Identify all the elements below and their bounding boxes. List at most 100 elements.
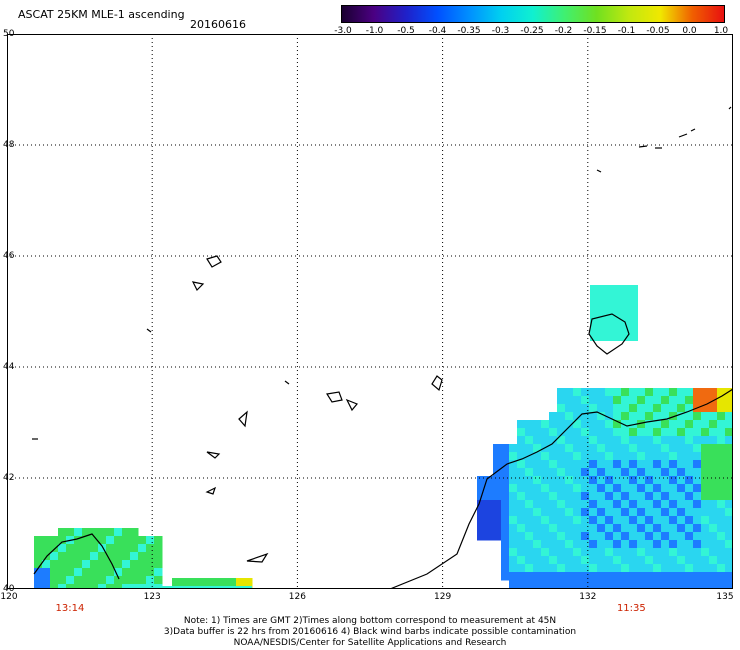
- swath-pixel-east: [517, 580, 526, 589]
- swath-pixel-east: [509, 556, 518, 565]
- swath-pixel-east: [669, 556, 678, 565]
- swath-pixel-east: [693, 492, 702, 501]
- swath-pixel-east: [669, 428, 678, 437]
- swath-pixel-east: [677, 396, 686, 405]
- swath-pixel-east: [533, 420, 542, 429]
- swath-pixel-east: [669, 468, 678, 477]
- swath-pixel-east: [661, 428, 670, 437]
- swath-pixel-east: [717, 572, 726, 581]
- swath-pixel-east: [621, 516, 630, 525]
- swath-pixel-west: [74, 552, 83, 561]
- swath-pixel-east: [621, 572, 630, 581]
- swath-pixel-east: [509, 548, 518, 557]
- swath-pixel-west: [34, 552, 43, 561]
- swath-pixel-east: [509, 508, 518, 517]
- swath-pixel-east: [549, 476, 558, 485]
- swath-pixel-east: [581, 444, 590, 453]
- swath-pixel-west: [82, 544, 91, 553]
- swath-pixel-east: [509, 532, 518, 541]
- swath-pixel-west: [98, 576, 107, 585]
- swath-pixel-east: [517, 548, 526, 557]
- swath-pixel-east: [669, 388, 678, 397]
- swath-pixel-east: [661, 500, 670, 509]
- swath-pixel-east: [525, 540, 534, 549]
- color-scale-tick: 0.0: [682, 26, 697, 36]
- swath-pixel-east: [685, 548, 694, 557]
- swath-pixel-east: [557, 540, 566, 549]
- swath-pixel-east: [701, 492, 710, 501]
- swath-pixel-east: [493, 532, 502, 541]
- swath-pixel-east: [509, 564, 518, 573]
- swath-pixel-east: [661, 572, 670, 581]
- swath-pixel-east: [701, 412, 710, 421]
- swath-pixel-east: [661, 452, 670, 461]
- swath-pixel-east: [693, 540, 702, 549]
- swath-pixel-east: [677, 460, 686, 469]
- color-scale-tick: -0.5: [397, 26, 415, 36]
- swath-pixel-east: [605, 532, 614, 541]
- swath-pixel-east: [565, 460, 574, 469]
- swath-pixel-east: [557, 524, 566, 533]
- swath-pixel-east: [573, 524, 582, 533]
- swath-pixel-east: [605, 556, 614, 565]
- swath-pixel-east: [533, 484, 542, 493]
- swath-pixel-west: [98, 536, 107, 545]
- swath-pixel-east: [621, 428, 630, 437]
- swath-pixel-east: [605, 404, 614, 413]
- swath-pixel-east: [533, 452, 542, 461]
- swath-pixel-west: [34, 584, 43, 589]
- swath-pixel-east: [597, 580, 606, 589]
- swath-pixel-east: [613, 492, 622, 501]
- swath-pixel-east: [693, 532, 702, 541]
- swath-pixel-west: [66, 552, 75, 561]
- swath-pixel-east: [637, 580, 646, 589]
- swath-pixel-east: [645, 548, 654, 557]
- swath-pixel-east: [573, 500, 582, 509]
- swath-pixel-east: [525, 476, 534, 485]
- swath-pixel-east: [717, 412, 726, 421]
- swath-pixel-east: [501, 476, 510, 485]
- swath-pixel-east: [717, 460, 726, 469]
- swath-pixel-west: [154, 536, 163, 545]
- swath-pixel-east: [613, 548, 622, 557]
- swath-pixel-east: [605, 388, 614, 397]
- swath-pixel-east: [557, 564, 566, 573]
- swath-pixel-west: [98, 568, 107, 577]
- swath-pixel-east: [493, 516, 502, 525]
- swath-pixel-east: [629, 404, 638, 413]
- swath-pixel-west: [146, 560, 155, 569]
- swath-pixel-east: [533, 548, 542, 557]
- map-canvas: [7, 34, 733, 589]
- swath-pixel-east: [645, 444, 654, 453]
- swath-pixel-east: [581, 580, 590, 589]
- swath-pixel-east: [517, 436, 526, 445]
- swath-pixel-east: [557, 460, 566, 469]
- swath-pixel-east: [597, 428, 606, 437]
- swath-pixel-east: [501, 460, 510, 469]
- swath-pixel-west: [106, 576, 115, 585]
- swath-pixel-east: [629, 468, 638, 477]
- swath-pixel-east: [693, 556, 702, 565]
- swath-pixel-east: [725, 492, 733, 501]
- swath-pixel-east: [509, 444, 518, 453]
- swath-pixel-east: [677, 476, 686, 485]
- swath-pixel-east: [549, 572, 558, 581]
- swath-pixel-east: [685, 412, 694, 421]
- swath-pixel-east: [645, 516, 654, 525]
- swath-pixel-east: [709, 508, 718, 517]
- swath-pixel-east: [717, 428, 726, 437]
- swath-pixel-east: [685, 436, 694, 445]
- swath-pixel-east: [525, 484, 534, 493]
- swath-pixel-east: [717, 484, 726, 493]
- swath-pixel-east: [557, 580, 566, 589]
- swath-pixel-west: [130, 568, 139, 577]
- swath-pixel-east: [581, 396, 590, 405]
- swath-pixel-east: [677, 572, 686, 581]
- swath-pixel-east: [581, 484, 590, 493]
- swath-pixel-east: [701, 484, 710, 493]
- swath-pixel-east: [669, 420, 678, 429]
- swath-pixel-east: [589, 468, 598, 477]
- swath-pixel-east: [557, 420, 566, 429]
- swath-pixel-east: [645, 460, 654, 469]
- swath-pixel-east: [517, 524, 526, 533]
